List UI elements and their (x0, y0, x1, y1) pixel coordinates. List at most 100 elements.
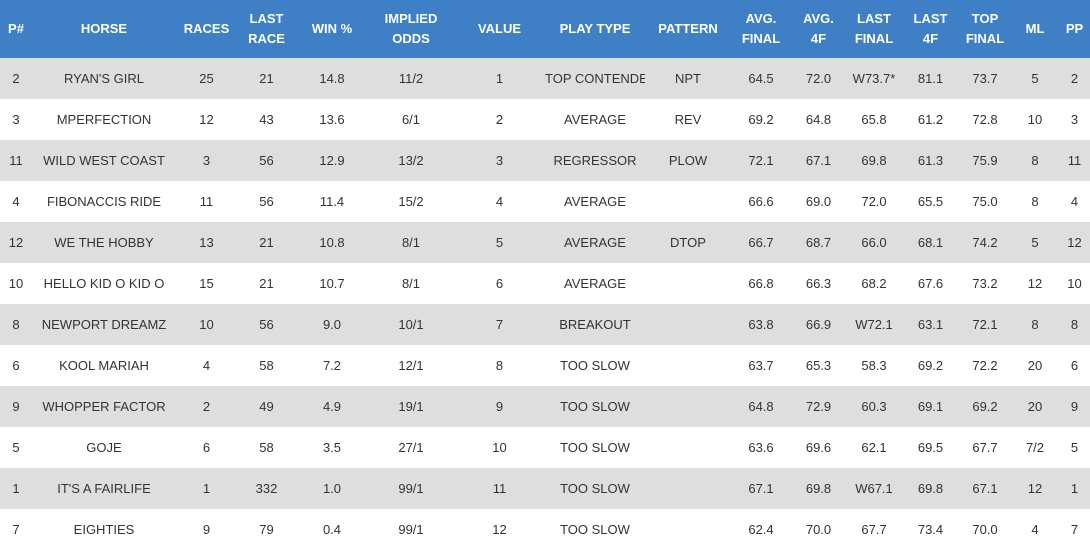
table-cell: 10 (176, 304, 237, 345)
table-cell: 72.1 (731, 140, 791, 181)
column-header: TOP FINAL (959, 0, 1011, 58)
table-cell: TOO SLOW (545, 345, 645, 386)
table-cell: 70.0 (791, 509, 846, 550)
table-cell: 6 (454, 263, 545, 304)
table-cell: NPT (645, 58, 731, 99)
table-cell: 5 (1011, 222, 1059, 263)
table-cell: 3 (0, 99, 32, 140)
table-cell: 72.8 (959, 99, 1011, 140)
table-cell: 3 (1059, 99, 1090, 140)
table-cell (645, 304, 731, 345)
table-cell: 12 (454, 509, 545, 550)
table-cell: 72.2 (959, 345, 1011, 386)
table-cell: 27/1 (368, 427, 454, 468)
table-cell: RYAN'S GIRL (32, 58, 176, 99)
table-cell: 2 (1059, 58, 1090, 99)
column-header: RACES (176, 0, 237, 58)
table-cell: 10.8 (296, 222, 368, 263)
table-cell (645, 427, 731, 468)
table-cell: 4.9 (296, 386, 368, 427)
table-cell (645, 468, 731, 509)
table-cell: W73.7* (846, 58, 902, 99)
table-cell: 69.2 (959, 386, 1011, 427)
table-row: 8 NEWPORT DREAMZ 10 56 9.0 10/1 7 BREAKOUT 63.8 6… (0, 304, 1090, 345)
table-cell: 6 (0, 345, 32, 386)
table-row: 6 KOOL MARIAH 4 58 7.2 12/1 8 TOO SLOW 63.7 65.3 5… (0, 345, 1090, 386)
table-cell: 12 (176, 99, 237, 140)
table-cell: 10/1 (368, 304, 454, 345)
table-cell: 7.2 (296, 345, 368, 386)
table-cell: 7 (1059, 509, 1090, 550)
column-header: ML (1011, 0, 1059, 58)
table-row: 10 HELLO KID O KID O 15 21 10.7 8/1 6 AVERAGE 66… (0, 263, 1090, 304)
table-cell: 72.9 (791, 386, 846, 427)
table-cell: 12 (1059, 222, 1090, 263)
table-cell: AVERAGE (545, 181, 645, 222)
table-cell: 2 (454, 99, 545, 140)
table-cell: 2 (0, 58, 32, 99)
table-cell: 65.3 (791, 345, 846, 386)
table-cell: 11 (1059, 140, 1090, 181)
table-cell: 61.2 (902, 99, 959, 140)
column-header: PATTERN (645, 0, 731, 58)
table-cell: 63.6 (731, 427, 791, 468)
table-cell: 3 (454, 140, 545, 181)
table-cell: TOO SLOW (545, 509, 645, 550)
table-cell: 69.5 (902, 427, 959, 468)
table-cell: 67.6 (902, 263, 959, 304)
table-row: 7 EIGHTIES 9 79 0.4 99/1 12 TOO SLOW 62.4 70.0 67.… (0, 509, 1090, 550)
table-cell: 99/1 (368, 509, 454, 550)
table-cell: W67.1 (846, 468, 902, 509)
table-cell: 58 (237, 345, 296, 386)
table-cell: 99/1 (368, 468, 454, 509)
table-cell: 69.2 (902, 345, 959, 386)
header-row: P# HORSE RACES LAST RACE WIN % IMPLIED ODDS VA… (0, 0, 1090, 58)
column-header: WIN % (296, 0, 368, 58)
table-cell: 4 (176, 345, 237, 386)
table-cell: 332 (237, 468, 296, 509)
table-cell: PLOW (645, 140, 731, 181)
table-cell: 6/1 (368, 99, 454, 140)
table-cell: 58.3 (846, 345, 902, 386)
table-cell: 64.8 (731, 386, 791, 427)
table-cell: 56 (237, 140, 296, 181)
table-cell: TOO SLOW (545, 386, 645, 427)
table-cell: 7 (454, 304, 545, 345)
table-cell: 68.2 (846, 263, 902, 304)
table-cell: 0.4 (296, 509, 368, 550)
table-cell: 13 (176, 222, 237, 263)
table-cell: 10.7 (296, 263, 368, 304)
table-cell (645, 181, 731, 222)
table-cell: 21 (237, 58, 296, 99)
table-cell: 14.8 (296, 58, 368, 99)
table-cell: HELLO KID O KID O (32, 263, 176, 304)
table-cell: 10 (1011, 99, 1059, 140)
table-cell: 11 (176, 181, 237, 222)
table-cell: DTOP (645, 222, 731, 263)
table-cell: 25 (176, 58, 237, 99)
table-cell: 9 (1059, 386, 1090, 427)
table-cell: 66.0 (846, 222, 902, 263)
table-cell: 1 (176, 468, 237, 509)
table-cell: 73.4 (902, 509, 959, 550)
table-row: 4 FIBONACCIS RIDE 11 56 11.4 15/2 4 AVERAGE 66.6… (0, 181, 1090, 222)
table-cell: 12 (0, 222, 32, 263)
table-row: 1 IT'S A FAIRLIFE 1 332 1.0 99/1 11 TOO SLOW 67.… (0, 468, 1090, 509)
table-cell: WE THE HOBBY (32, 222, 176, 263)
table-cell: WILD WEST COAST (32, 140, 176, 181)
table-cell: 3 (176, 140, 237, 181)
table-cell: 1 (454, 58, 545, 99)
table-cell: 4 (1011, 509, 1059, 550)
table-cell: 67.1 (791, 140, 846, 181)
table-cell: AVERAGE (545, 99, 645, 140)
table-cell: 19/1 (368, 386, 454, 427)
table-cell: 1.0 (296, 468, 368, 509)
column-header: PP (1059, 0, 1090, 58)
table-cell: 12 (1011, 468, 1059, 509)
table-cell: KOOL MARIAH (32, 345, 176, 386)
table-cell: 49 (237, 386, 296, 427)
